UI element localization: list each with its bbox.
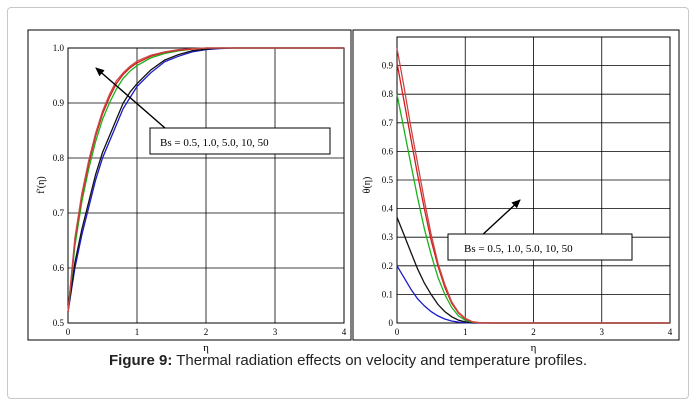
- y-tick-label: 0.1: [382, 289, 393, 299]
- annotation-box: [447, 233, 633, 261]
- series-line-5: [396, 48, 670, 324]
- annotation-box: [149, 127, 331, 155]
- y-tick-label: 0.6: [53, 263, 65, 273]
- temperature-profile-chart: 0 1 2 3 4 0 0.1 0.2 0.3 0.4 0.5 0.6 0.7 0.8 0.9 η θ(η) Bs…: [362, 36, 673, 354]
- y-tick-label: 0.9: [53, 98, 65, 108]
- annotation-text: Bs = 0.5, 1.0, 5.0, 10, 50: [160, 137, 269, 149]
- y-tick-label: 0.5: [382, 175, 394, 185]
- x-tick-label: 1: [463, 327, 468, 337]
- y-axis-label: f′(η): [36, 176, 47, 193]
- x-tick-label: 0: [395, 327, 400, 337]
- y-tick-label: 0.4: [382, 204, 394, 214]
- x-tick-label: 3: [600, 327, 605, 337]
- x-tick-label: 1: [135, 327, 140, 337]
- y-tick-label: 0.6: [382, 146, 394, 156]
- right-panel-frame: [352, 29, 680, 341]
- x-tick-label: 2: [531, 327, 536, 337]
- y-tick-label: 0.7: [53, 208, 65, 218]
- y-tick-label: 1.0: [53, 43, 65, 53]
- x-tick-label: 2: [204, 327, 209, 337]
- x-tick-label: 4: [342, 327, 347, 337]
- caption-text: Thermal radiation effects on velocity an…: [172, 352, 587, 369]
- annotation-text: Bs = 0.5, 1.0, 5.0, 10, 50: [464, 243, 573, 255]
- figure-caption: Figure 9: Thermal radiation effects on v…: [0, 352, 696, 369]
- left-panel-frame: [27, 29, 352, 341]
- x-tick-label: 4: [668, 327, 673, 337]
- y-tick-label: 0.8: [382, 89, 394, 99]
- velocity-profile-chart: 0 1 2 3 4 0.5 0.6 0.7 0.8 0.9 1.0 η f′(η) Bs = 0.5, 1…: [36, 43, 347, 354]
- series-line-5: [67, 47, 344, 313]
- y-tick-label: 0: [389, 318, 394, 328]
- y-tick-label: 0.8: [53, 153, 65, 163]
- y-tick-label: 0.9: [382, 61, 394, 71]
- x-tick-label: 3: [273, 327, 278, 337]
- x-tick-label: 0: [66, 327, 71, 337]
- annotation-arrow: [95, 67, 166, 129]
- y-axis-label: θ(η): [362, 177, 373, 194]
- x-axis-label: η: [203, 342, 209, 354]
- y-tick-label: 0.3: [382, 232, 394, 242]
- y-tick-label: 0.5: [53, 318, 65, 328]
- caption-label: Figure 9:: [108, 352, 173, 369]
- x-axis-label: η: [531, 342, 537, 354]
- y-tick-label: 0.7: [382, 118, 394, 128]
- y-tick-label: 0.2: [382, 261, 393, 271]
